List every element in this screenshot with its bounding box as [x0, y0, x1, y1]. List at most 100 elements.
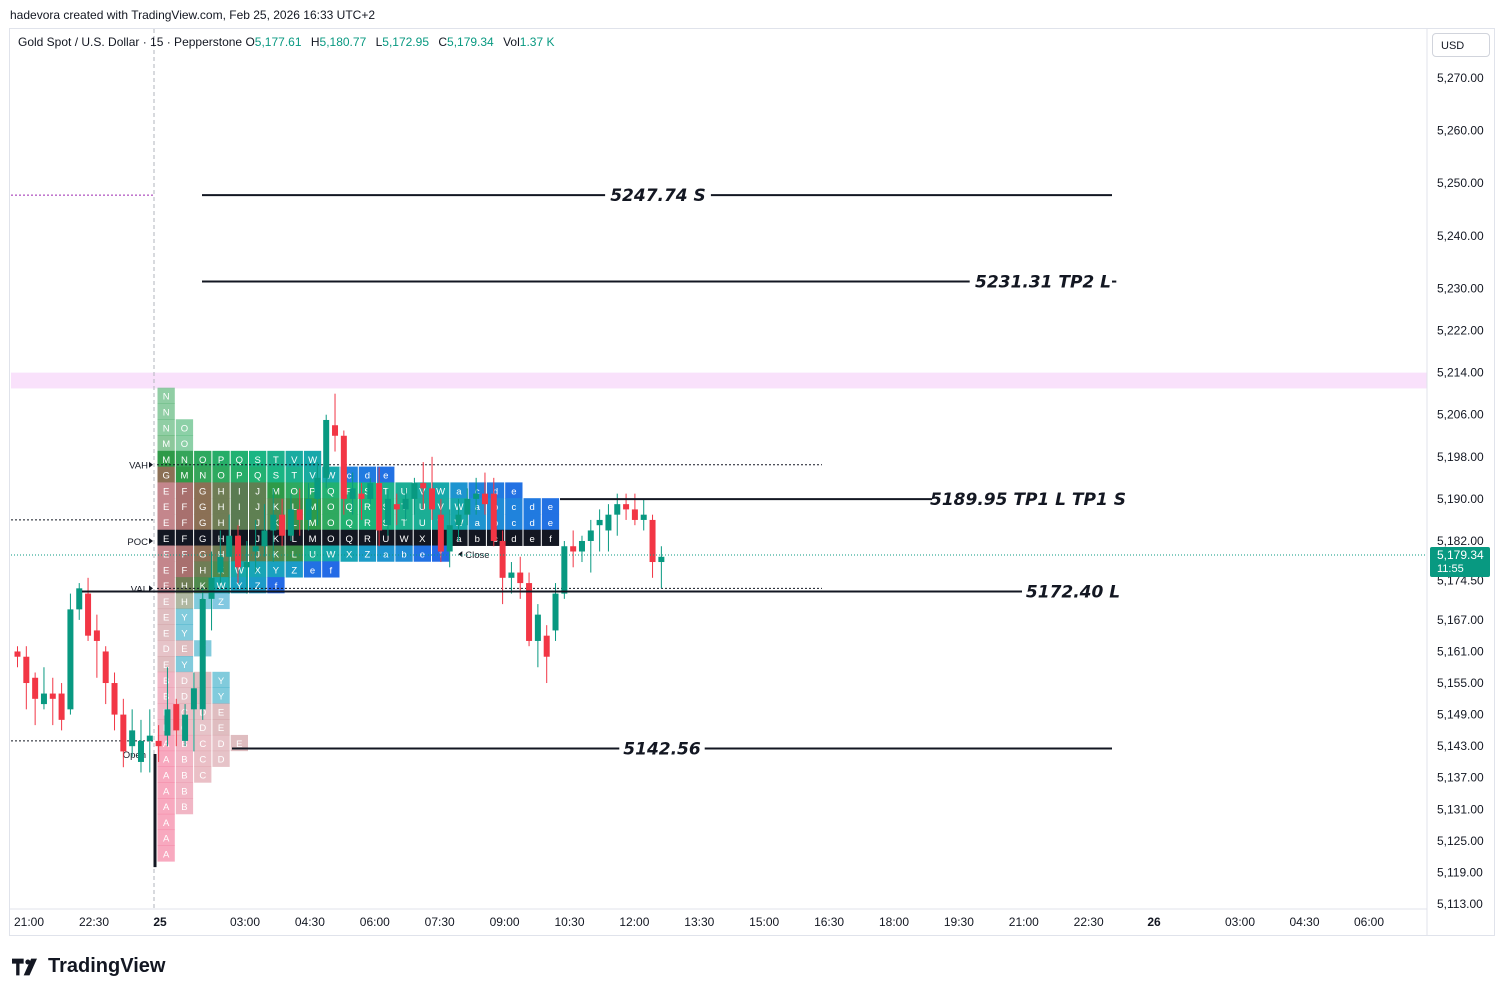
profile-letter: P [236, 471, 242, 482]
price-tick-label: 5,155.00 [1437, 676, 1484, 690]
profile-cell [285, 466, 303, 483]
profile-letter: a [456, 486, 462, 497]
profile-letter: Y [218, 676, 225, 687]
profile-letter: Q [345, 534, 352, 545]
profile-letter: d [365, 471, 370, 482]
chart-frame [9, 28, 1495, 936]
time-tick-label: 25 [153, 915, 167, 929]
profile-letter: U [309, 550, 316, 561]
profile-letter: b [475, 534, 480, 545]
candle-body [481, 493, 488, 505]
profile-cell [212, 577, 230, 594]
profile-letter: I [238, 518, 241, 529]
candle-body [587, 530, 594, 541]
profile-letter: U [419, 502, 426, 513]
profile-letter: T [383, 486, 389, 497]
profile-cell [157, 498, 175, 515]
price-tick-label: 5,198.00 [1437, 450, 1484, 464]
profile-cell [230, 498, 248, 515]
profile-cell [358, 466, 377, 483]
chart-credit: hadevora created with TradingView.com, F… [10, 8, 375, 22]
profile-letter: F [182, 518, 188, 529]
profile-cell [175, 592, 194, 610]
time-tick-label: 18:00 [879, 915, 909, 929]
profile-cell [212, 482, 230, 499]
profile-letter: C [181, 707, 188, 718]
profile-cell [157, 545, 175, 562]
profile-letter: H [181, 581, 188, 592]
profile-letter: S [273, 471, 279, 482]
profile-cell [194, 561, 212, 578]
profile-letter: Y [218, 692, 225, 703]
candle-body [23, 656, 30, 684]
profile-cell [395, 529, 413, 546]
profile-cell [340, 529, 358, 546]
profile-cell [175, 624, 194, 641]
profile-letter: B [163, 676, 169, 687]
profile-cell [212, 703, 230, 720]
profile-letter: D [181, 692, 188, 703]
profile-cell [377, 466, 395, 483]
profile-cell [249, 482, 267, 499]
profile-cell [175, 513, 194, 531]
profile-cell [194, 766, 212, 783]
profile-cell [175, 435, 194, 452]
price-tick-label: 5,125.00 [1437, 834, 1484, 848]
profile-cell [175, 671, 194, 689]
candle-body [199, 598, 206, 710]
ohlc-item: C5,179.34 [438, 35, 494, 49]
profile-cell [468, 482, 486, 499]
profile-cell [267, 482, 285, 499]
candle-body [429, 488, 436, 510]
profile-cell [212, 671, 230, 689]
profile-cell [175, 419, 194, 436]
resistance-zone [11, 372, 1427, 389]
profile-cell [267, 545, 285, 562]
profile-letter: M [180, 471, 188, 482]
profile-cell [157, 656, 175, 673]
profile-letter: Q [345, 518, 352, 529]
candle-body [340, 435, 347, 499]
profile-letter: W [308, 455, 317, 466]
candle-body [314, 477, 321, 499]
candle-body [570, 546, 577, 552]
profile-cell [395, 513, 413, 531]
candle-body [464, 498, 471, 515]
time-tick-label: 03:00 [1225, 915, 1255, 929]
time-tick-label: 26 [1147, 915, 1161, 929]
candle-body [235, 535, 241, 568]
candle-body [85, 593, 92, 636]
profile-cell [175, 640, 194, 657]
profile-letter: D [163, 644, 170, 655]
symbol-legend: Gold Spot / U.S. Dollar · 15 · Peppersto… [18, 35, 560, 49]
profile-cell [157, 734, 175, 752]
time-tick-label: 03:00 [230, 915, 260, 929]
profile-cell [340, 513, 358, 531]
candle-body [252, 546, 259, 552]
candle-body [208, 577, 215, 599]
price-tick-label: 5,260.00 [1437, 124, 1484, 138]
time-tick-label: 04:30 [1289, 915, 1319, 929]
candle-body [605, 514, 612, 531]
profile-letter: I [238, 486, 241, 497]
profile-letter: M [162, 455, 170, 466]
candle-body [420, 483, 427, 489]
candle-body [384, 498, 391, 526]
profile-cell [157, 435, 175, 452]
candle-body [217, 556, 224, 573]
profile-cell [175, 798, 194, 815]
currency-button[interactable]: USD [1432, 33, 1490, 57]
profile-letter: F [182, 565, 188, 576]
profile-cell [249, 498, 267, 515]
profile-cell [395, 482, 413, 499]
profile-letter: E [163, 581, 169, 592]
profile-letter: J [255, 486, 260, 497]
profile-cell [230, 513, 248, 531]
profile-cell [303, 529, 322, 546]
profile-cell [249, 561, 267, 578]
profile-cell [157, 387, 175, 404]
profile-letter: E [163, 597, 169, 608]
profile-letter: C [199, 771, 206, 782]
profile-cell [322, 498, 340, 515]
